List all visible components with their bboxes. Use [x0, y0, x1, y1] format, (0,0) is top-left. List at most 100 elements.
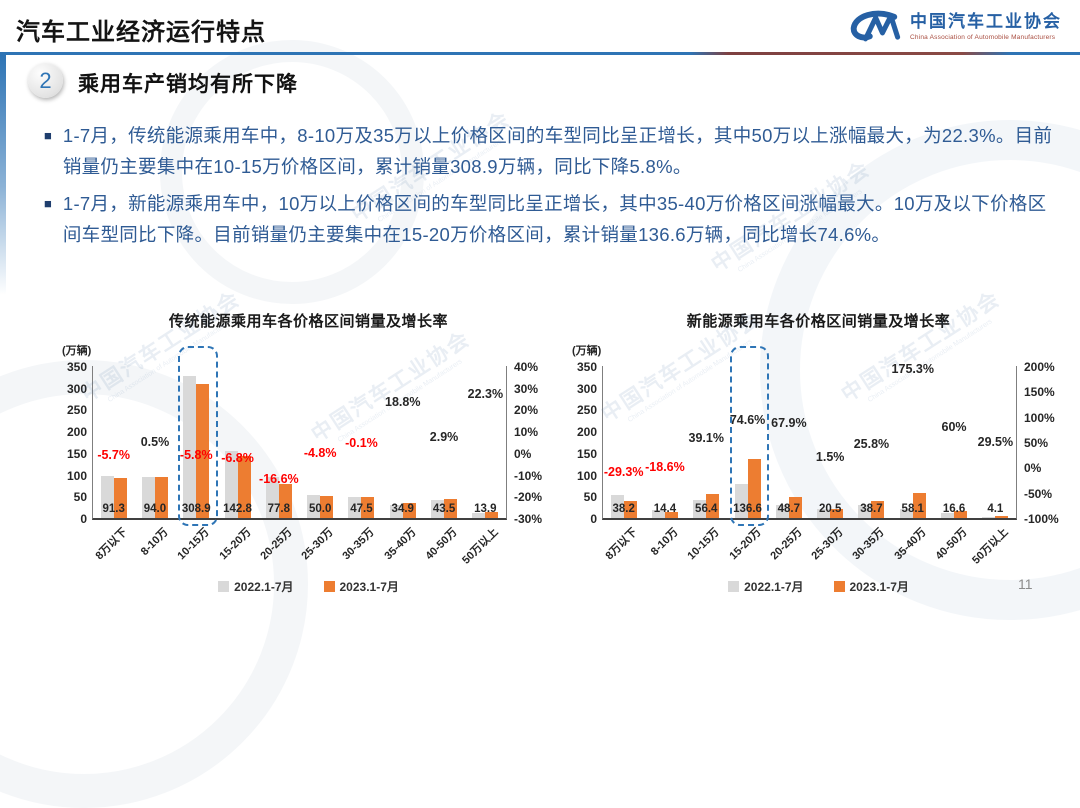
bar-group	[258, 366, 299, 518]
bar-2022	[183, 375, 197, 518]
legend-swatch-icon	[323, 581, 335, 592]
bar-group	[810, 366, 851, 518]
bar-value-label: 58.1	[901, 503, 924, 515]
y-axis-tick-label: 50	[73, 490, 87, 505]
bar-value-label: 43.5	[432, 503, 456, 515]
bar-group	[933, 366, 974, 518]
bar-2022	[734, 484, 748, 518]
bar-2022	[348, 497, 362, 518]
y-axis-tick-label: 250	[66, 403, 87, 418]
y-axis-tick-label: 50	[583, 490, 597, 505]
bar-2023	[113, 478, 127, 518]
bar-value-label: 20.5	[818, 503, 842, 515]
bar-value-label: 94.0	[143, 503, 167, 515]
growth-rate-label: -0.1%	[345, 436, 378, 451]
legend-item: 2023.1-7月	[323, 578, 399, 595]
legend-label: 2023.1-7月	[849, 580, 909, 594]
bar-value-label: 14.4	[653, 503, 677, 515]
growth-rate-label: -4.8%	[303, 446, 337, 461]
growth-rate-label: 60%	[941, 419, 967, 434]
chart-new-energy: 新能源乘用车各价格区间销量及增长率 (万辆) 0 50 100 150 200 250 30…	[566, 310, 1071, 605]
bar-2023	[706, 493, 720, 518]
chart-traditional-energy: 传统能源乘用车各价格区间销量及增长率 (万辆) 0 50 100 150 200 250 3…	[56, 310, 561, 605]
bar-2023	[747, 458, 761, 518]
bar-group	[217, 366, 258, 518]
chart-body: (万辆) 0 50 100 150 200 250 300 350 200% 150% 100% 50…	[566, 332, 1071, 605]
section-number-badge: 2	[28, 63, 63, 98]
bar-value-label: 142.8	[223, 503, 252, 515]
bar-2023	[361, 497, 375, 518]
bar-value-label: 38.7	[860, 503, 883, 515]
y2-axis-tick-label: 0%	[514, 446, 532, 461]
bullet-item: ■ 1-7月，传统能源乘用车中，8-10万及35万以上价格区间的车型同比呈正增长…	[44, 120, 1056, 182]
bar-value-label: 77.8	[267, 503, 291, 515]
y-axis-tick-label: 100	[66, 468, 87, 483]
y-axis-tick-label: 150	[576, 446, 597, 461]
bullet-item: ■ 1-7月，新能源乘用车中，10万以上价格区间的车型同比呈正增长，其中35-4…	[44, 188, 1056, 250]
page-number: 11	[1018, 576, 1033, 592]
growth-rate-label: -29.3%	[603, 465, 644, 480]
y2-axis-tick-label: 200%	[1024, 360, 1055, 374]
y-axis-tick-label: 0	[80, 512, 87, 526]
bar-2023	[237, 455, 251, 518]
bar-group	[341, 366, 382, 518]
bar-2023	[623, 501, 637, 518]
bar-2022	[431, 499, 445, 518]
y2-axis-tick-label: 50%	[1024, 436, 1049, 450]
growth-rate-label: -5.8%	[179, 448, 213, 463]
y-axis-tick-label: 150	[66, 446, 87, 461]
chart-unit-label: (万辆)	[572, 345, 602, 357]
y-axis-tick-label: 200	[66, 425, 87, 440]
bar-2022	[982, 516, 996, 518]
y2-axis-tick-label: 40%	[514, 360, 539, 374]
header-divider-accent	[690, 52, 1010, 55]
bar-group	[727, 366, 768, 518]
bar-2023	[196, 383, 210, 518]
logo-org-name-en: China Association of Automobile Manufact…	[910, 33, 1056, 41]
y2-axis-tick-label: 100%	[1024, 410, 1055, 425]
legend-item: 2022.1-7月	[728, 578, 804, 595]
bar-2022	[224, 451, 238, 518]
growth-rate-label: -6.8%	[221, 450, 254, 465]
bullet-text: 1-7月，传统能源乘用车中，8-10万及35万以上价格区间的车型同比呈正增长，其…	[62, 125, 1053, 177]
growth-rate-label: 67.9%	[771, 415, 807, 430]
bar-2022	[775, 505, 789, 518]
section-title: 乘用车产销均有所下降	[78, 73, 298, 96]
bar-2022	[817, 509, 831, 518]
bar-value-label: 47.5	[350, 503, 373, 515]
bar-value-label: 4.1	[987, 503, 1004, 515]
bar-value-label: 91.3	[102, 503, 125, 515]
bar-2022	[651, 510, 665, 518]
bar-2023	[912, 492, 926, 518]
legend-label: 2023.1-7月	[339, 580, 399, 594]
legend-item: 2022.1-7月	[218, 578, 294, 595]
bar-group	[603, 366, 644, 518]
bar-group	[134, 366, 175, 518]
bar-group	[300, 366, 341, 518]
bar-2023	[995, 516, 1009, 518]
y-axis-tick-label: 200	[576, 425, 597, 440]
left-accent-bar	[0, 55, 6, 295]
growth-rate-label: -5.7%	[97, 448, 130, 463]
bar-2023	[444, 499, 458, 518]
bar-2022	[389, 505, 403, 518]
growth-rate-label: 2.9%	[429, 429, 459, 444]
growth-rate-label: 74.6%	[729, 412, 766, 427]
bar-value-label: 34.9	[391, 503, 414, 515]
growth-rate-label: -16.6%	[259, 471, 299, 486]
chart-plot: 0 50 100 150 200 250 300 350 40% 30% 20% 10% 0% -10% -…	[67, 346, 542, 567]
bullet-text: 1-7月，新能源乘用车中，10万以上价格区间的车型同比呈正增长，其中35-40万…	[62, 193, 1047, 245]
bar-2022	[899, 508, 913, 518]
growth-rate-label: 18.8%	[385, 395, 421, 410]
y-axis-tick-label: 0	[590, 512, 597, 526]
bar-value-label: 308.9	[181, 503, 211, 515]
bullet-square-icon: ■	[44, 128, 52, 143]
legend-swatch-icon	[728, 581, 740, 592]
y-axis-tick-label: 100	[576, 468, 597, 483]
slide: { "header": { "title": "汽车工业经济运行特点", "lo…	[0, 10, 1080, 808]
header-divider	[0, 52, 1080, 55]
growth-rate-label: 25.8%	[853, 437, 890, 452]
bar-value-label: 56.4	[695, 503, 718, 515]
bar-group	[93, 366, 134, 518]
y-axis-tick-label: 300	[576, 381, 597, 396]
